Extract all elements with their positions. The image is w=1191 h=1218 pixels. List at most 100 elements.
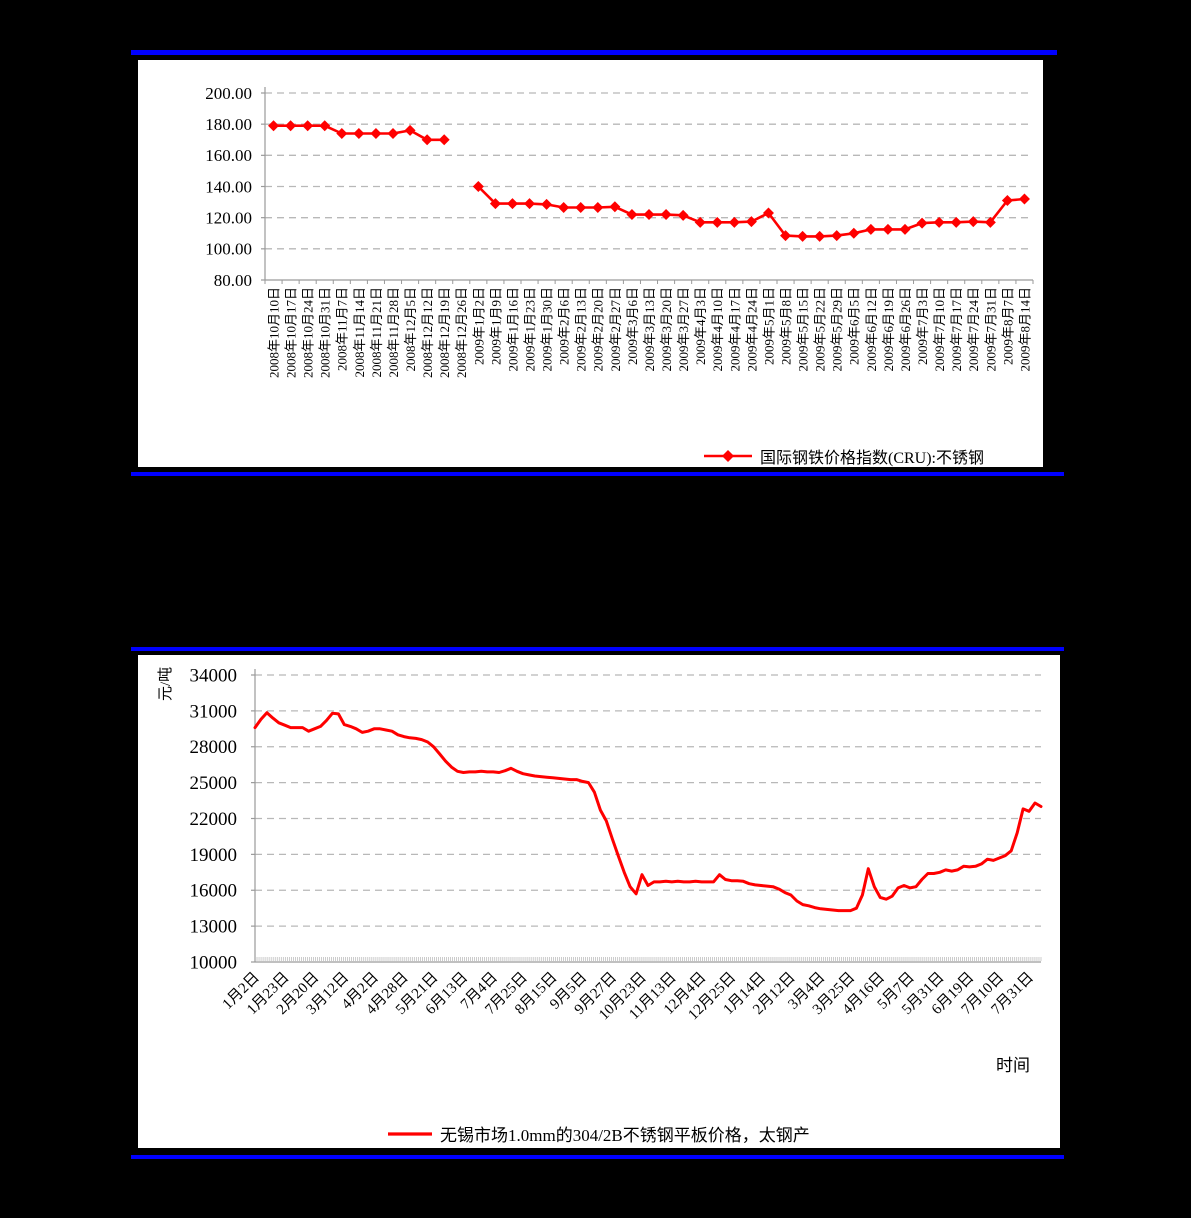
- y-tick-label: 100.00: [205, 240, 252, 259]
- y-tick-label: 160.00: [205, 146, 252, 165]
- y-tick-label: 10000: [190, 952, 238, 973]
- x-tick-label: 2009年5月29日: [830, 287, 845, 372]
- y-tick-label: 13000: [190, 917, 238, 938]
- wuxi-price-chart: 10000 13000 16000 19000 22000 25000 28000 31000…: [190, 665, 1043, 1024]
- legend-line-diamond-sample: [704, 450, 752, 462]
- x-tick-label: 2009年5月1日: [761, 287, 776, 365]
- x-tick-label: 2009年2月6日: [557, 287, 572, 365]
- x-tick-label: 2009年6月12日: [864, 287, 879, 372]
- diamond-marker: [370, 128, 382, 140]
- x-tick-label: 2009年5月8日: [778, 287, 793, 365]
- y-axis-labels: 80.00 100.00 120.00 140.00 160.00 180.00 200.0…: [205, 84, 265, 290]
- diamond-marker: [950, 216, 962, 228]
- diamond-marker: [762, 207, 774, 219]
- diamond-marker: [319, 120, 331, 132]
- x-axis-title: 时间: [996, 1056, 1030, 1075]
- x-axis-labels: 1月2日1月23日2月20日3月12日4月2日4月28日5月21日6月13日7月…: [220, 970, 1037, 1024]
- x-tick-label: 2008年10月17日: [284, 287, 299, 378]
- x-tick-label: 2009年2月13日: [574, 287, 589, 372]
- y-axis-labels: 10000 13000 16000 19000 22000 25000 28000 31000…: [190, 665, 255, 973]
- x-tick-label: 2009年7月3日: [915, 287, 930, 365]
- x-tick-label: 2008年10月31日: [318, 287, 333, 378]
- x-axis-labels: 2008年10月10日 2008年10月17日 2008年10月24日 2008年10…: [266, 287, 1032, 378]
- diamond-marker: [848, 227, 860, 239]
- gridlines: [255, 674, 1041, 927]
- diamond-marker: [524, 198, 536, 210]
- series-line: [253, 711, 1043, 913]
- x-tick-label: 2009年3月27日: [676, 287, 691, 372]
- diamond-marker: [336, 128, 348, 140]
- divider-rule-top: [131, 50, 1057, 55]
- x-tick-label: 2008年10月24日: [301, 287, 316, 378]
- x-tick-label: 2008年11月28日: [386, 287, 401, 378]
- x-tick-label: 2009年7月17日: [949, 287, 964, 372]
- x-tick-label: 2009年6月26日: [898, 287, 913, 372]
- diamond-marker: [472, 181, 484, 192]
- divider-rule-middle-1: [131, 472, 1064, 476]
- divider-rule-bottom: [131, 1155, 1064, 1159]
- diamond-marker: [558, 202, 570, 214]
- diamond-marker: [797, 230, 809, 242]
- diamond-marker: [353, 128, 365, 140]
- x-axis-ticks: [254, 957, 1042, 961]
- diamond-marker: [916, 217, 928, 229]
- cru-index-chart-panel: 80.00 100.00 120.00 140.00 160.00 180.00 200.0…: [138, 60, 1043, 467]
- y-tick-label: 19000: [190, 845, 238, 866]
- x-tick-label: 2009年6月19日: [881, 287, 896, 372]
- y-tick-label: 34000: [190, 665, 238, 686]
- diamond-marker: [438, 134, 450, 146]
- y-tick-label: 22000: [190, 809, 238, 830]
- x-tick-label: 2009年3月13日: [642, 287, 657, 372]
- diamond-marker: [404, 124, 416, 136]
- x-tick-label: 2009年1月9日: [488, 287, 503, 365]
- wuxi-price-chart-panel: 10000 13000 16000 19000 22000 25000 28000 31000…: [138, 655, 1060, 1148]
- x-tick-label: 2009年3月6日: [625, 287, 640, 365]
- diamond-marker: [387, 128, 399, 140]
- x-tick-label: 2008年11月14日: [352, 287, 367, 378]
- diamond-marker: [609, 201, 621, 213]
- diamond-marker: [831, 230, 843, 242]
- diamond-marker: [711, 216, 723, 228]
- x-tick-label: 2008年12月12日: [420, 287, 435, 378]
- x-tick-label: 2009年6月5日: [847, 287, 862, 365]
- diamond-marker: [677, 209, 689, 221]
- x-tick-label: 2009年2月27日: [608, 287, 623, 372]
- diamond-marker: [728, 216, 740, 228]
- diamond-marker: [592, 202, 604, 214]
- x-tick-label: 2009年1月30日: [540, 287, 555, 372]
- y-axis-title: 元/吨: [158, 666, 174, 701]
- cru-chart-legend: 国际钢铁价格指数(CRU):不锈钢: [704, 444, 984, 468]
- x-tick-label: 2009年7月31日: [983, 287, 998, 372]
- y-tick-label: 28000: [190, 737, 238, 758]
- axes: [264, 87, 1033, 281]
- diamond-marker: [865, 223, 877, 235]
- diamond-marker: [302, 120, 314, 132]
- diamond-marker: [967, 216, 979, 228]
- x-tick-label: 2008年11月7日: [335, 287, 350, 371]
- legend-line-sample: [388, 1131, 432, 1136]
- diamond-marker: [933, 216, 945, 228]
- series-markers: [268, 120, 1030, 242]
- x-tick-label: 2009年7月24日: [966, 287, 981, 372]
- diamond-marker: [421, 134, 433, 146]
- x-axis-ticks: [264, 280, 1034, 284]
- x-tick-label: 2008年12月26日: [454, 287, 469, 378]
- x-tick-label: 2008年10月10日: [266, 287, 281, 378]
- wuxi-chart-legend: 无锡市场1.0mm的304/2B不锈钢平板价格，太钢产: [388, 1121, 810, 1146]
- x-tick-label: 2008年12月5日: [403, 287, 418, 372]
- x-tick-label: 2008年12月19日: [437, 287, 452, 378]
- x-tick-label: 2009年4月3日: [693, 287, 708, 365]
- diamond-marker: [780, 230, 792, 242]
- y-tick-label: 120.00: [205, 208, 252, 227]
- y-tick-label: 180.00: [205, 115, 252, 134]
- diamond-marker: [626, 209, 638, 221]
- diamond-marker: [1018, 193, 1030, 205]
- x-tick-label: 2008年11月21日: [369, 287, 384, 378]
- diamond-marker: [694, 216, 706, 228]
- cru-index-chart: 80.00 100.00 120.00 140.00 160.00 180.00 200.0…: [205, 84, 1034, 378]
- y-tick-label: 200.00: [205, 84, 252, 103]
- x-tick-label: 2009年3月20日: [659, 287, 674, 372]
- diamond-marker: [489, 198, 501, 210]
